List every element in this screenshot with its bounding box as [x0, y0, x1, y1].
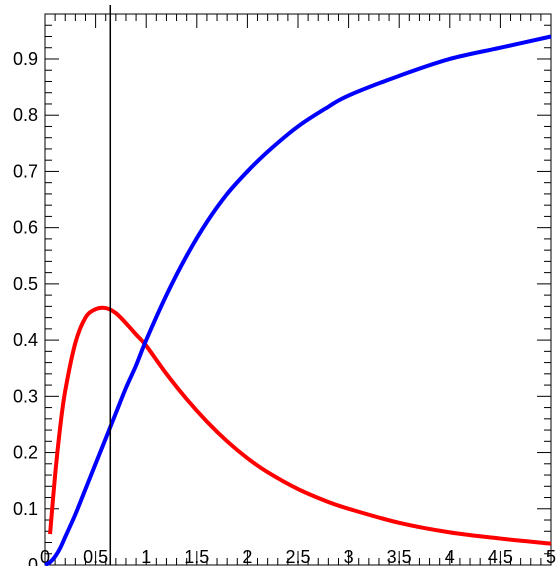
y-tick-label: 0.7 — [13, 161, 38, 181]
x-tick-label: 5 — [546, 547, 556, 566]
x-tick-label: 4.5 — [488, 547, 513, 566]
tick-labels: 0 0.5 1 1.5 2 2.5 3 3.5 4 4.5 5 0 0.1 0.2 0.3 0.4 0.5 0.6… — [13, 49, 556, 566]
y-tick-label: 0.1 — [13, 499, 38, 519]
x-tick-label: 1 — [141, 547, 151, 566]
y-tick-label: 0.6 — [13, 218, 38, 238]
x-tick-label: 0 — [40, 547, 50, 566]
y-tick-label: 0.8 — [13, 105, 38, 125]
x-tick-label: 1.5 — [184, 547, 209, 566]
series-lines — [44, 34, 552, 566]
x-tick-label: 0.5 — [83, 547, 108, 566]
x-tick-label: 2.5 — [285, 547, 310, 566]
x-tick-label: 2 — [242, 547, 252, 566]
x-tick-label: 3.5 — [387, 547, 412, 566]
plot-frame — [44, 13, 552, 566]
y-tick-label: 0 — [28, 555, 38, 566]
y-tick-label: 0.2 — [13, 443, 38, 463]
series-line-0 — [48, 305, 552, 546]
y-tick-label: 0.4 — [13, 330, 38, 350]
y-tick-label: 0.3 — [13, 386, 38, 406]
y-tick-label: 0.9 — [13, 49, 38, 69]
x-tick-label: 4 — [445, 547, 455, 566]
axis-ticks — [44, 13, 552, 566]
y-tick-label: 0.5 — [13, 274, 38, 294]
x-tick-label: 3 — [344, 547, 354, 566]
series-line-1 — [44, 34, 552, 566]
